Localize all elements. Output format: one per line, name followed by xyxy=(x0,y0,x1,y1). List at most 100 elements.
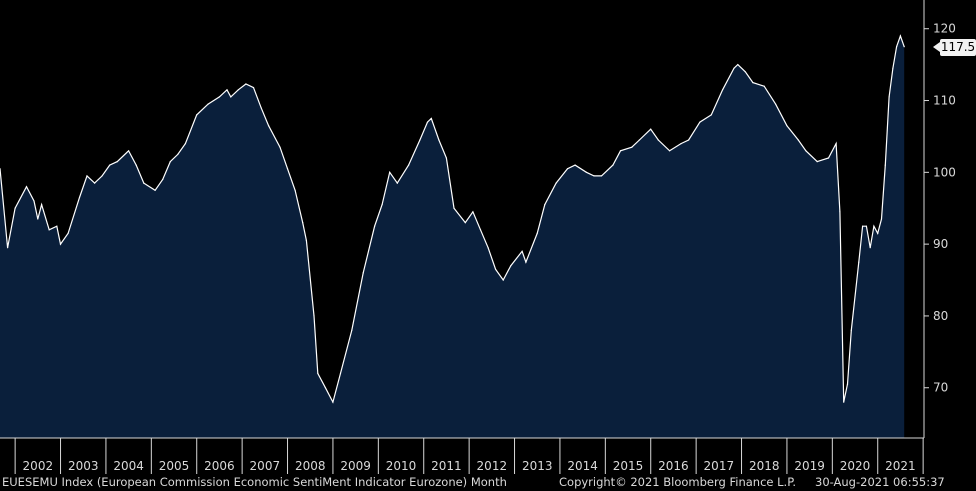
data-point xyxy=(733,67,735,69)
x-tick-label: 2018 xyxy=(749,459,780,473)
data-point xyxy=(252,87,255,89)
data-point xyxy=(487,247,489,249)
data-point xyxy=(408,164,410,166)
y-tick-label: 90 xyxy=(933,237,948,251)
data-point xyxy=(858,261,860,263)
data-point xyxy=(722,89,724,91)
data-point xyxy=(302,222,304,224)
data-point xyxy=(710,114,712,116)
x-tick-label: 2010 xyxy=(386,459,417,473)
data-point xyxy=(873,225,875,227)
data-point xyxy=(631,146,633,148)
data-point xyxy=(839,211,841,213)
data-point xyxy=(25,186,28,188)
data-point xyxy=(585,171,588,173)
data-point xyxy=(116,161,118,163)
x-tick-label: 2012 xyxy=(477,459,508,473)
data-point xyxy=(218,96,220,98)
data-point xyxy=(495,268,497,270)
y-tick-label: 70 xyxy=(933,381,948,395)
data-point xyxy=(207,103,209,105)
data-point xyxy=(374,225,376,227)
data-point xyxy=(184,143,186,145)
y-tick-label: 80 xyxy=(933,309,948,323)
data-point xyxy=(574,164,576,166)
data-point xyxy=(362,272,364,274)
data-point xyxy=(339,372,342,374)
data-point xyxy=(786,125,788,127)
data-point xyxy=(827,157,830,159)
data-point xyxy=(903,46,905,48)
data-point xyxy=(797,139,799,141)
data-point xyxy=(389,171,391,173)
data-point xyxy=(850,329,852,331)
data-point xyxy=(230,96,232,98)
data-point xyxy=(843,401,845,403)
data-point xyxy=(525,261,527,263)
data-point xyxy=(869,247,871,249)
data-point xyxy=(638,139,641,141)
data-point xyxy=(899,35,902,37)
data-point xyxy=(479,229,482,231)
data-point xyxy=(59,243,62,245)
data-point xyxy=(699,121,701,123)
data-point xyxy=(305,239,307,242)
last-value-pointer xyxy=(933,42,940,52)
data-point xyxy=(544,204,546,206)
x-tick-label: 2004 xyxy=(113,459,144,473)
x-tick-label: 2021 xyxy=(885,459,916,473)
data-points xyxy=(0,35,905,403)
data-point xyxy=(600,175,603,177)
data-point xyxy=(805,150,807,152)
x-tick-label: 2013 xyxy=(522,459,553,473)
data-point xyxy=(396,182,398,184)
data-point xyxy=(816,161,818,163)
y-tick-label: 100 xyxy=(933,165,956,179)
data-point xyxy=(226,89,228,91)
data-point xyxy=(135,164,137,166)
x-tick-label: 2020 xyxy=(840,459,871,473)
data-point xyxy=(324,387,326,389)
data-point xyxy=(536,232,538,234)
data-point xyxy=(688,139,690,141)
x-tick-label: 2003 xyxy=(68,459,99,473)
x-tick-label: 2016 xyxy=(658,459,689,473)
data-point xyxy=(619,150,622,152)
x-tick-label: 2014 xyxy=(567,459,598,473)
data-point xyxy=(162,178,164,181)
data-point xyxy=(279,146,281,148)
data-point xyxy=(438,139,440,141)
x-tick-label: 2006 xyxy=(204,459,235,473)
data-point xyxy=(268,125,270,127)
timestamp-text: 30-Aug-2021 06:55:37 xyxy=(815,475,945,489)
data-point xyxy=(294,189,296,191)
data-point xyxy=(877,232,879,234)
data-point xyxy=(510,265,512,267)
data-point xyxy=(835,143,837,145)
data-point xyxy=(109,164,111,166)
x-tick-label: 2019 xyxy=(794,459,825,473)
data-point xyxy=(260,107,262,109)
data-point xyxy=(351,329,353,331)
data-point xyxy=(846,383,849,385)
data-point xyxy=(555,182,557,184)
data-point xyxy=(744,71,746,73)
data-point xyxy=(67,232,69,234)
copyright-text: Copyright© 2021 Bloomberg Finance L.P. xyxy=(559,475,796,489)
series-line xyxy=(0,34,905,404)
data-point xyxy=(657,139,659,141)
data-point xyxy=(737,64,739,66)
x-tick-label: 2009 xyxy=(340,459,371,473)
data-point xyxy=(752,82,754,84)
y-tick-label: 110 xyxy=(933,94,956,108)
data-point xyxy=(381,204,383,206)
data-point xyxy=(763,85,765,87)
y-tick-label: 120 xyxy=(933,22,956,36)
data-point xyxy=(37,218,39,220)
data-point xyxy=(317,372,319,374)
data-point xyxy=(128,150,130,152)
data-point xyxy=(464,222,466,224)
data-point xyxy=(669,150,671,152)
data-point xyxy=(313,315,315,317)
x-tick-label: 2011 xyxy=(431,459,462,473)
